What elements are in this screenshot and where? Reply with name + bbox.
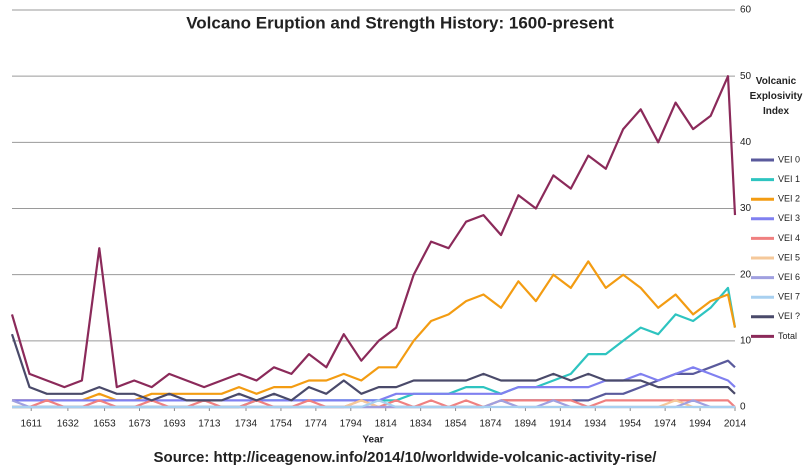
x-tick-label: 1874 — [479, 419, 502, 430]
series-line — [10, 75, 737, 389]
y-tick-label: 10 — [740, 335, 752, 346]
legend-label: Total — [778, 331, 797, 341]
x-tick-label: 2014 — [724, 419, 747, 430]
x-tick-label: 1653 — [93, 419, 116, 430]
x-tick-label: 1734 — [235, 419, 258, 430]
y-tick-label: 20 — [740, 269, 752, 280]
x-tick-label: 1994 — [689, 419, 712, 430]
legend-label: VEI 5 — [778, 252, 800, 262]
y-tick-label: 40 — [740, 137, 752, 148]
legend-title: Volcanic Explosivity Index — [749, 76, 803, 117]
x-tick-label: 1934 — [584, 419, 607, 430]
y-tick-label: 30 — [740, 203, 752, 214]
x-tick-label: 1914 — [549, 419, 572, 430]
source: Source: http://iceagenow.info/2014/10/wo… — [154, 449, 658, 466]
x-tick-label: 1794 — [340, 419, 363, 430]
legend-label: VEI 0 — [778, 154, 800, 164]
series-line — [10, 333, 736, 402]
legend-label: VEI 4 — [778, 233, 800, 243]
x-tick-label: 1673 — [128, 419, 151, 430]
y-tick-label: 60 — [740, 5, 752, 16]
x-tick-label: 1834 — [410, 419, 433, 430]
legend-label: VEI 1 — [778, 174, 800, 184]
series-line — [12, 399, 735, 409]
x-tick-label: 1974 — [654, 419, 677, 430]
x-tick-label: 1632 — [57, 419, 80, 430]
y-tick-label: 50 — [740, 71, 752, 82]
x-tick-label: 1693 — [163, 419, 186, 430]
x-tick-label: 1894 — [514, 419, 537, 430]
x-tick-label: 1611 — [20, 419, 42, 430]
legend-label: VEI ? — [778, 311, 800, 321]
x-tick-label: 1814 — [375, 419, 398, 430]
x-axis-label: Year — [362, 435, 383, 446]
x-tick-label: 1854 — [444, 419, 467, 430]
chart-title: Volcano Eruption and Strength History: 1… — [186, 13, 614, 32]
x-tick-label: 1954 — [619, 419, 642, 430]
legend-label: VEI 3 — [778, 213, 800, 223]
legend-label: VEI 2 — [778, 194, 800, 204]
legend-label: VEI 6 — [778, 272, 800, 282]
x-tick-label: 1774 — [305, 419, 328, 430]
x-tick-label: 1754 — [270, 419, 293, 430]
legend-label: VEI 7 — [778, 292, 800, 302]
y-tick-label: 0 — [740, 402, 746, 413]
x-tick-label: 1713 — [198, 419, 221, 430]
